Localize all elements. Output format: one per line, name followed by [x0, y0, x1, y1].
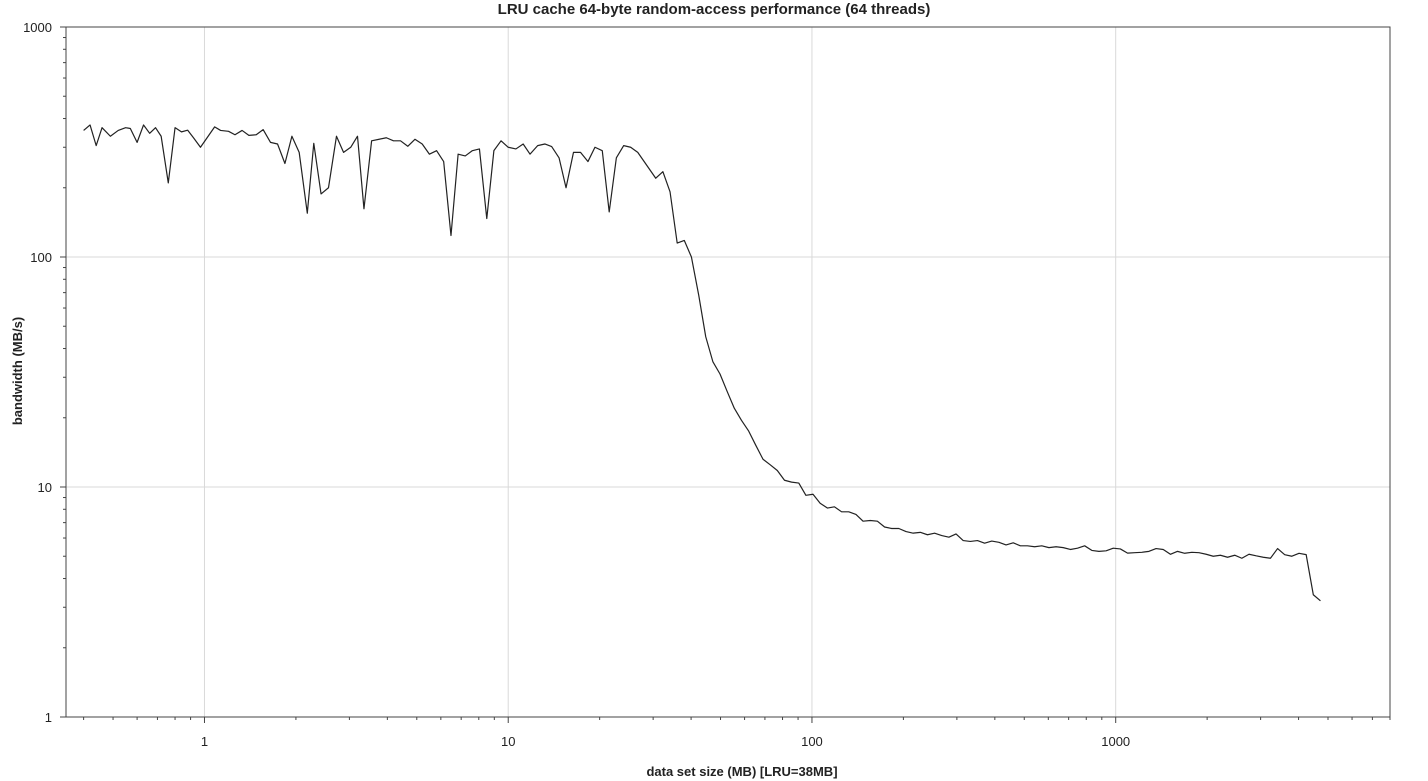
x-tick-label: 10	[501, 734, 515, 749]
bandwidth-series-line	[83, 124, 1321, 602]
y-tick-label: 100	[30, 250, 52, 265]
grid-lines	[66, 26, 1390, 718]
y-axis-label: bandwidth (MB/s)	[10, 317, 25, 425]
plot-area-frame	[65, 26, 1391, 718]
chart-title: LRU cache 64-byte random-access performa…	[498, 1, 931, 18]
tick-labels: 1 10 100 1000 1 10 100 1000	[23, 20, 1130, 749]
x-tick-label: 1000	[1101, 734, 1130, 749]
x-tick-label: 100	[801, 734, 823, 749]
axis-ticks	[60, 26, 1391, 723]
y-tick-label: 10	[38, 480, 52, 495]
y-tick-label: 1000	[23, 20, 52, 35]
y-tick-label: 1	[45, 710, 52, 725]
x-axis-label: data set size (MB) [LRU=38MB]	[646, 764, 837, 779]
x-tick-label: 1	[201, 734, 208, 749]
series-layer	[83, 124, 1321, 602]
